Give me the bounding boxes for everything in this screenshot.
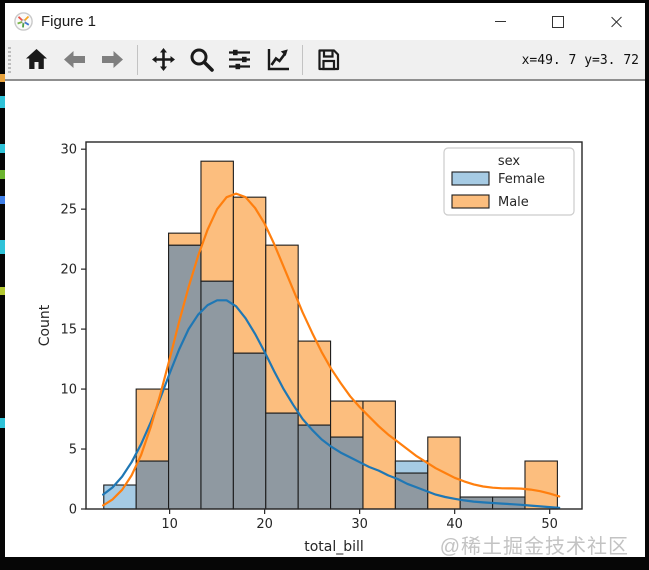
- watermark: @稀土掘金技术社区: [439, 536, 629, 558]
- kde-line-male: [102, 192, 561, 507]
- bar-top-segment-female: [103, 484, 137, 510]
- y-tick-label: 30: [60, 143, 77, 158]
- histogram-chart: 10 20 30 40 50 0 5 10 15 20 25 30 total_bill Count sex…: [37, 141, 583, 555]
- kde-line-female: [102, 299, 561, 509]
- x-tick-label: 20: [256, 517, 273, 532]
- axis-ticks: 10 20 30 40 50 0 5 10 15 20 25 30: [60, 143, 558, 532]
- desktop-icon-fragment: [0, 144, 6, 153]
- y-tick-label: 10: [60, 383, 77, 398]
- legend-swatch-male: [451, 194, 490, 209]
- zoom-button[interactable]: [184, 43, 218, 77]
- back-button[interactable]: [57, 43, 91, 77]
- bar-top-segment-male: [330, 400, 364, 438]
- bar-overlap-segment: [168, 244, 202, 510]
- toolbar-separator: [302, 44, 303, 75]
- desktop-icon-fragment: [0, 287, 6, 295]
- forward-icon: [101, 51, 123, 68]
- bar-top-segment-male: [297, 340, 332, 426]
- y-tick-label: 0: [69, 503, 77, 518]
- x-tick-label: 30: [351, 517, 368, 532]
- window-titlebar[interactable]: Figure 1: [5, 3, 645, 40]
- x-tick-label: 40: [446, 517, 463, 532]
- home-icon: [25, 49, 47, 69]
- bar-overlap-segment: [265, 412, 299, 510]
- pan-icon: [151, 48, 175, 71]
- figure-canvas[interactable]: 10 20 30 40 50 0 5 10 15 20 25 30 total_bill Count sex…: [5, 81, 645, 558]
- toolbar-separator: [137, 44, 138, 75]
- bar-overlap-segment: [135, 460, 170, 510]
- pan-button[interactable]: [146, 43, 180, 77]
- y-tick-label: 15: [60, 323, 77, 338]
- desktop-icon-fragment: [0, 170, 6, 179]
- home-button[interactable]: [19, 43, 53, 77]
- maximize-button[interactable]: [529, 3, 587, 40]
- x-axis-label: total_bill: [304, 539, 364, 555]
- desktop-icon-fragment: [0, 418, 6, 428]
- legend-label-female: Female: [498, 172, 545, 187]
- bar-overlap-segment: [200, 280, 234, 510]
- desktop-icon-fragment: [0, 240, 6, 254]
- maximize-icon: [552, 15, 564, 28]
- save-icon: [317, 49, 339, 71]
- bar-overlap-segment: [232, 352, 267, 510]
- axes-spines: [85, 141, 583, 510]
- legend-swatch-female: [451, 171, 490, 186]
- desktop-icon-fragment: [0, 96, 6, 108]
- legend-label-male: Male: [498, 195, 529, 210]
- close-icon: [610, 16, 622, 28]
- window-title: Figure 1: [41, 13, 97, 30]
- save-button[interactable]: [311, 43, 345, 77]
- navigation-toolbar: x=49. 7 y=3. 72: [5, 40, 645, 81]
- cursor-coordinates: x=49. 7 y=3. 72: [521, 53, 639, 68]
- x-tick-label: 50: [541, 517, 558, 532]
- y-axis-label: Count: [37, 304, 53, 346]
- bar-top-segment-male: [232, 196, 267, 354]
- bar-top-segment-male: [200, 160, 234, 282]
- bar-top-segment-male: [524, 460, 558, 510]
- desktop-icon-fragment: [0, 74, 6, 82]
- bar-overlap-segment: [330, 436, 364, 510]
- minimize-icon: [494, 21, 506, 22]
- window-controls: [471, 3, 645, 40]
- close-button[interactable]: [587, 3, 645, 40]
- matplotlib-logo-icon: [14, 12, 33, 31]
- minimize-button[interactable]: [471, 3, 529, 40]
- toolbar-grip[interactable]: [8, 46, 11, 73]
- y-tick-label: 25: [60, 203, 77, 218]
- edit-parameters-icon: [267, 49, 289, 71]
- configure-subplots-icon: [228, 49, 250, 70]
- bar-top-segment-male: [362, 400, 396, 510]
- forward-button[interactable]: [95, 43, 129, 77]
- x-tick-label: 10: [161, 517, 178, 532]
- bar-overlap-segment: [297, 424, 332, 510]
- edit-parameters-button[interactable]: [260, 43, 294, 77]
- legend: sex Female Male: [443, 147, 575, 216]
- bar-overlap-segment: [394, 472, 429, 510]
- bar-top-segment-male: [168, 232, 202, 246]
- legend-title: sex: [498, 154, 521, 169]
- bar-top-segment-female: [394, 460, 429, 474]
- toolbar-buttons: [17, 43, 347, 77]
- y-tick-label: 5: [69, 443, 77, 458]
- zoom-icon: [190, 48, 214, 72]
- histogram-bars: [103, 160, 558, 510]
- desktop-icon-fragment: [0, 196, 6, 204]
- back-icon: [63, 51, 85, 68]
- configure-subplots-button[interactable]: [222, 43, 256, 77]
- figure-window: Figure 1 x=49. 7 y=3. 72 10 20 30 40 50 0 5 10 1…: [5, 3, 645, 558]
- y-tick-label: 20: [60, 263, 77, 278]
